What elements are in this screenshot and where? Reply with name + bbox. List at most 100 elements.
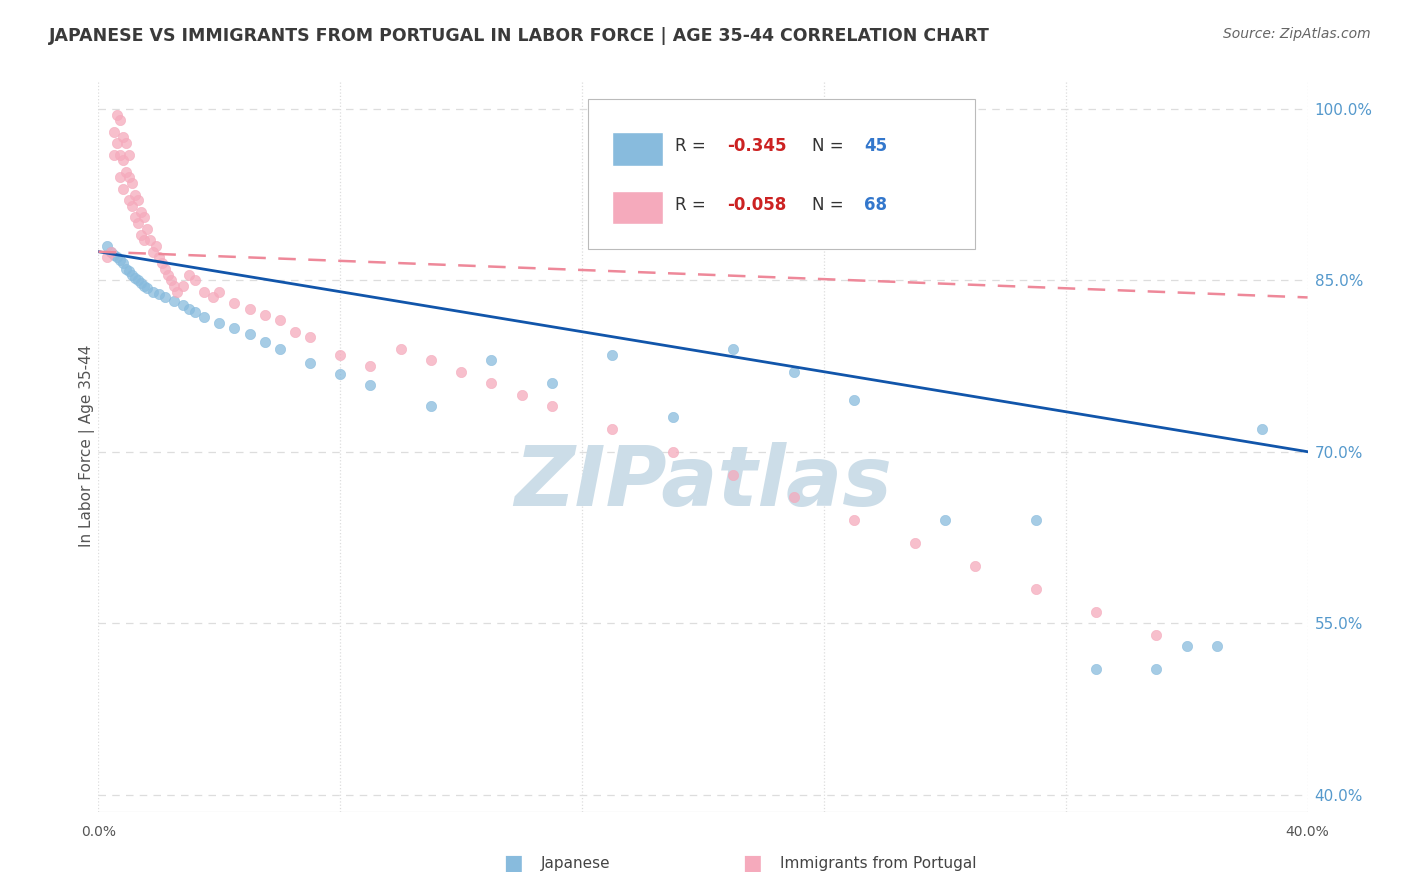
Text: 45: 45 [863,137,887,155]
Point [965,559,987,574]
Point [132,211,155,225]
Point [127,194,149,208]
Point [96,251,118,265]
Point [239,301,262,316]
Point [510,387,533,401]
Point [160,273,183,287]
Point [108,113,131,128]
Point [224,321,246,335]
Point [1085,662,1108,676]
Point [142,244,165,259]
FancyBboxPatch shape [613,191,664,225]
Point [1144,662,1167,676]
Point [172,279,194,293]
Point [329,348,352,362]
Point [111,256,134,270]
Point [284,325,307,339]
Point [124,271,146,285]
Point [132,279,155,293]
Point [129,204,152,219]
Point [420,353,443,368]
Point [1024,513,1046,527]
Point [135,222,157,236]
Point [193,310,215,324]
Point [129,227,152,242]
Point [163,293,186,308]
Point [1251,422,1274,436]
Text: 40.0%: 40.0% [1285,825,1330,839]
Point [299,330,322,344]
Point [239,326,262,341]
Point [153,290,176,304]
Text: Immigrants from Portugal: Immigrants from Portugal [780,856,977,871]
Point [118,170,141,185]
Point [420,399,443,413]
Point [156,268,179,282]
Point [139,233,162,247]
Point [124,211,146,225]
Point [172,298,194,312]
Point [114,164,136,178]
Point [118,264,141,278]
Text: 0.0%: 0.0% [82,825,115,839]
Point [153,261,176,276]
Text: R =: R = [675,195,711,213]
Text: -0.058: -0.058 [727,195,786,213]
Point [105,107,128,121]
Point [193,285,215,299]
Text: ■: ■ [742,854,762,873]
Point [208,285,231,299]
Point [450,365,472,379]
Point [108,170,131,185]
Point [224,296,246,310]
Point [108,252,131,267]
Point [540,399,562,413]
Point [121,268,143,282]
Point [135,281,157,295]
Point [184,273,207,287]
Point [662,444,685,458]
Point [844,393,866,408]
Point [299,355,322,369]
Point [118,147,141,161]
Point [1206,639,1229,653]
Point [1175,639,1198,653]
Point [105,251,128,265]
FancyBboxPatch shape [613,132,664,166]
Point [121,199,143,213]
Point [602,348,624,362]
Text: Japanese: Japanese [541,856,612,871]
Point [100,244,122,259]
Point [103,125,125,139]
Point [208,316,231,330]
Point [1144,627,1167,641]
Point [100,244,122,259]
Point [114,136,136,150]
Point [202,290,225,304]
Point [1024,582,1046,596]
Point [132,233,155,247]
Point [127,216,149,230]
Point [723,342,745,356]
FancyBboxPatch shape [588,99,976,249]
Text: 68: 68 [863,195,887,213]
Point [103,147,125,161]
Text: ■: ■ [503,854,523,873]
Text: ZIPatlas: ZIPatlas [515,442,891,523]
Point [111,130,134,145]
Point [105,136,128,150]
Point [783,365,806,379]
Point [184,305,207,319]
Point [127,273,149,287]
Point [253,308,276,322]
Point [148,287,170,301]
Text: -0.345: -0.345 [727,137,787,155]
Text: R =: R = [675,137,711,155]
Point [360,359,382,373]
Point [269,313,291,327]
Point [121,176,143,190]
Point [253,334,276,349]
Point [389,342,412,356]
Y-axis label: In Labor Force | Age 35-44: In Labor Force | Age 35-44 [79,345,96,547]
Point [103,248,125,262]
